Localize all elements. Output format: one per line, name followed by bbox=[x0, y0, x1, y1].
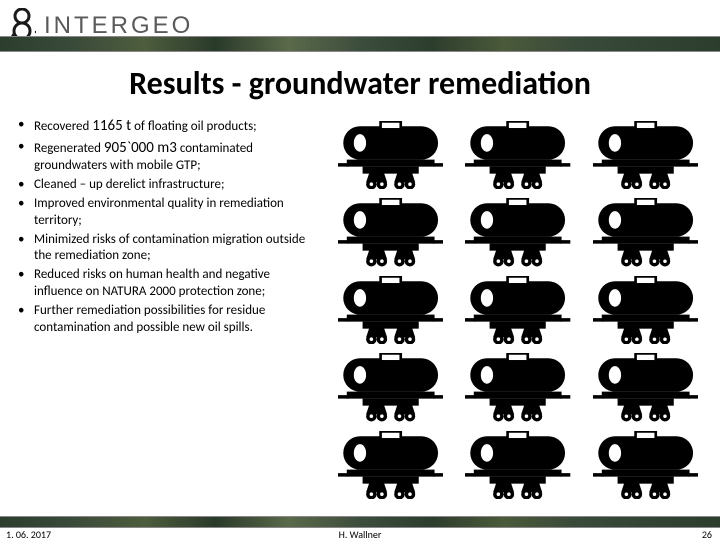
bullet-item: Minimized risks of contamination migrati… bbox=[12, 232, 314, 266]
tank-car-icon bbox=[465, 353, 570, 421]
footer-author: H. Wallner bbox=[339, 528, 382, 541]
tank-car-icon bbox=[465, 431, 570, 499]
tank-cell bbox=[465, 198, 570, 271]
bullet-list: Recovered 1165 t of floating oil product… bbox=[12, 117, 322, 503]
bullet-item: Regenerated 905`000 m3 contaminated grou… bbox=[12, 139, 314, 175]
tank-cell bbox=[593, 353, 698, 426]
footer-banner-strip bbox=[0, 516, 720, 528]
footer-page-number: 26 bbox=[702, 528, 712, 541]
tank-car-icon bbox=[465, 276, 570, 344]
tank-car-icon bbox=[593, 121, 698, 189]
tank-car-icon bbox=[338, 121, 443, 189]
tank-car-icon bbox=[593, 353, 698, 421]
tank-cell bbox=[338, 276, 443, 349]
footer-date: 1. 06. 2017 bbox=[6, 528, 51, 541]
tank-cell bbox=[593, 431, 698, 504]
tank-car-icon bbox=[593, 431, 698, 499]
tank-car-icon bbox=[338, 431, 443, 499]
slide-footer: 1. 06. 2017 H. Wallner 26 bbox=[0, 516, 720, 540]
tank-car-icon bbox=[593, 198, 698, 266]
tank-cell bbox=[465, 121, 570, 194]
bullet-item: Improved environmental quality in remedi… bbox=[12, 196, 314, 230]
tank-car-icon bbox=[338, 276, 443, 344]
content-area: Recovered 1165 t of floating oil product… bbox=[0, 103, 720, 503]
slide-title: Results - groundwater remediation bbox=[0, 64, 720, 103]
bullet-item: Cleaned – up derelict infrastructure; bbox=[12, 177, 314, 194]
tank-cell bbox=[338, 353, 443, 426]
tank-cell bbox=[593, 121, 698, 194]
tank-cell bbox=[465, 431, 570, 504]
tank-car-icon bbox=[465, 121, 570, 189]
header-banner-strip bbox=[0, 36, 720, 52]
tank-car-icon bbox=[338, 353, 443, 421]
tank-car-icon bbox=[338, 198, 443, 266]
slide-header: INTERGEO bbox=[0, 0, 720, 52]
tank-cell bbox=[338, 198, 443, 271]
tank-cell bbox=[338, 431, 443, 504]
bullet-item: Recovered 1165 t of floating oil product… bbox=[12, 117, 314, 137]
tank-cell bbox=[593, 198, 698, 271]
tank-cell bbox=[593, 276, 698, 349]
bullet-item: Reduced risks on human health and negati… bbox=[12, 267, 314, 301]
bullet-item: Further remediation possibilities for re… bbox=[12, 303, 314, 337]
tank-cell bbox=[338, 121, 443, 194]
tank-grid bbox=[322, 117, 708, 503]
tank-car-icon bbox=[593, 276, 698, 344]
tank-cell bbox=[465, 276, 570, 349]
tank-car-icon bbox=[465, 198, 570, 266]
tank-cell bbox=[465, 353, 570, 426]
